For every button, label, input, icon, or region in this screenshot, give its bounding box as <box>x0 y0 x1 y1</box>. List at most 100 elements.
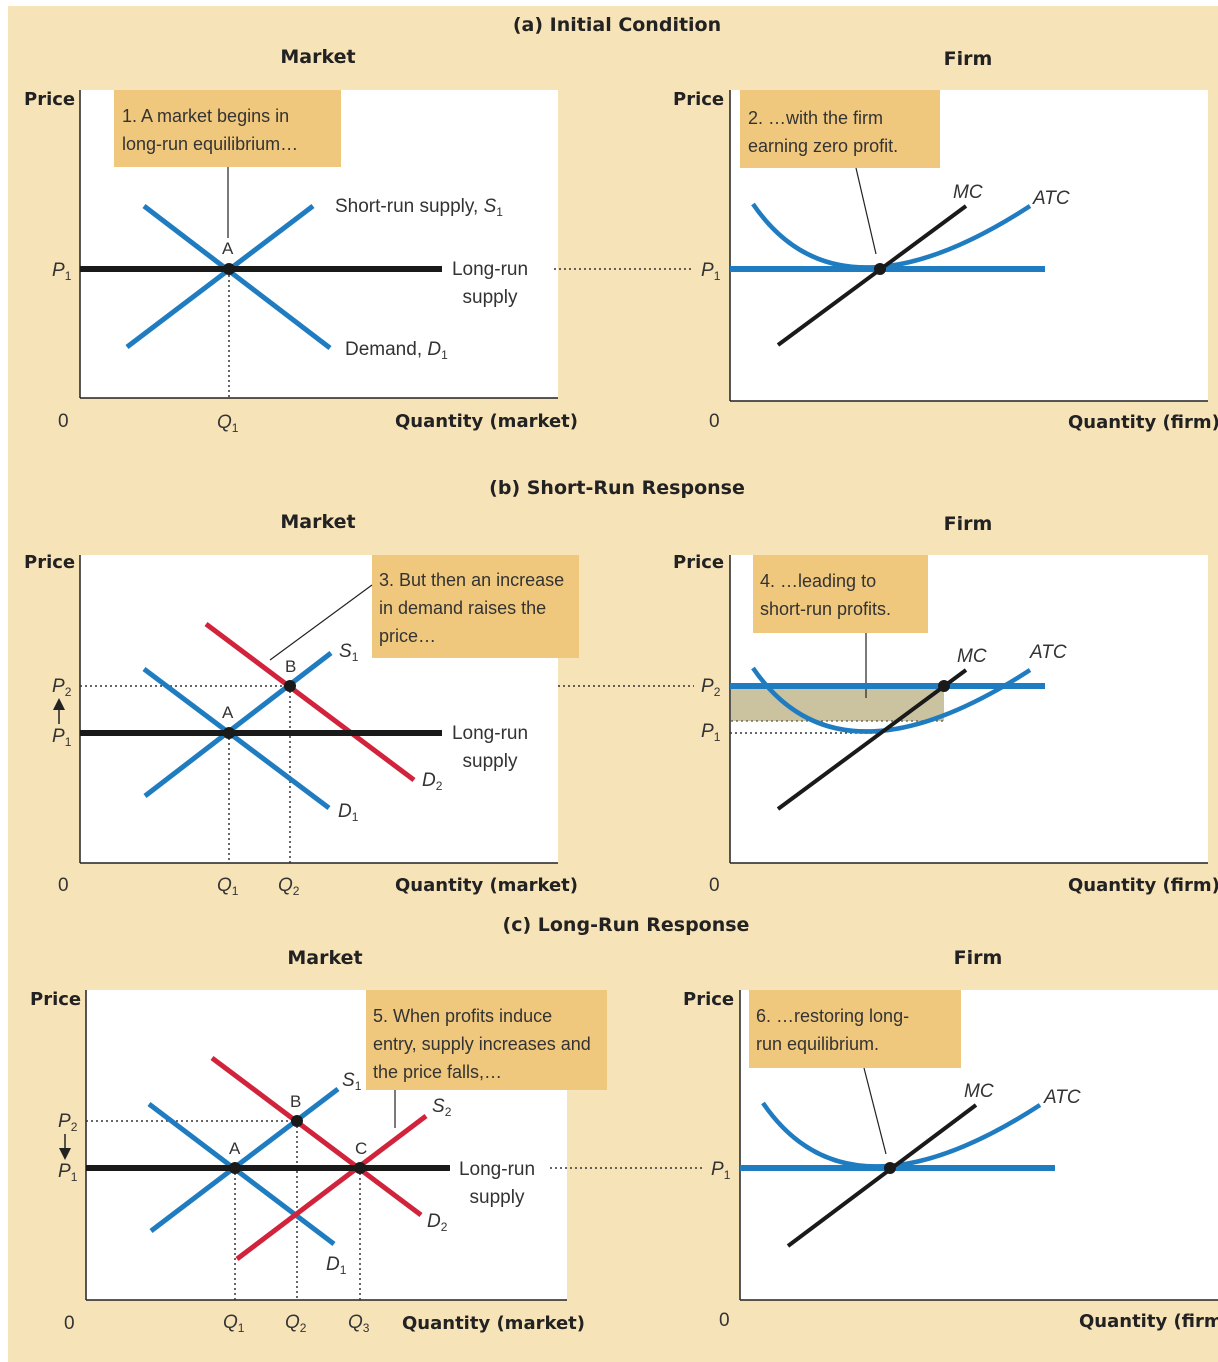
s1-subscript: 1 <box>355 1079 362 1093</box>
callout-box <box>114 90 341 167</box>
d2-label: D2 <box>427 1211 448 1234</box>
mc-price-intersection <box>938 680 950 692</box>
q1-subscript: 1 <box>238 1321 245 1335</box>
d1-subscript: 1 <box>352 810 359 824</box>
panel-b: (b) Short-Run Response Market Price 0 Qu… <box>24 477 1218 898</box>
panel-b-title: (b) Short-Run Response <box>489 477 745 499</box>
panel-a-market: Market Price 0 Quantity (market) 1. A ma… <box>24 46 578 435</box>
s1-letter: S <box>339 641 352 662</box>
lr-supply-label-1: Long-run <box>452 723 528 744</box>
d1-letter: D <box>326 1254 340 1275</box>
d2-subscript: 2 <box>436 779 443 793</box>
quantity-axis-label: Quantity (firm) <box>1068 875 1218 896</box>
point-c-marker <box>354 1162 366 1174</box>
price-axis-label: Price <box>673 552 724 573</box>
p2-label: P2 <box>52 676 72 699</box>
p1-label: P1 <box>52 726 72 749</box>
callout-pointer <box>855 167 877 255</box>
p1-letter: P <box>52 726 65 747</box>
point-a-label: A <box>222 239 234 258</box>
p2-letter: P <box>52 676 65 697</box>
p2-letter: P <box>58 1111 71 1132</box>
p2-subscript: 2 <box>714 685 721 699</box>
panel-b-firm: Firm Price 0 Quantity (firm) 4. …leading… <box>673 513 1218 896</box>
mc-label: MC <box>957 646 987 667</box>
atc-label: ATC <box>1029 642 1067 663</box>
price-axis-label: Price <box>30 989 81 1010</box>
equilibrium-point-a <box>223 263 235 275</box>
s2-letter: S <box>432 1096 445 1117</box>
q2-label: Q2 <box>278 875 300 898</box>
origin-label: 0 <box>709 875 720 896</box>
origin-label: 0 <box>58 411 69 432</box>
p1-label: P1 <box>701 260 721 283</box>
point-a-marker <box>229 1162 241 1174</box>
profit-area <box>731 686 944 721</box>
callout-line-1: 1. A market begins in <box>122 106 289 126</box>
callout-box <box>372 555 579 658</box>
lr-supply-label-2: supply <box>463 287 518 308</box>
callout-line-2: entry, supply increases and <box>373 1034 591 1054</box>
callout-line-1: 2. …with the firm <box>748 108 883 128</box>
callout-pointer <box>863 1067 887 1155</box>
origin-label: 0 <box>58 875 69 896</box>
panel-b-market-heading: Market <box>280 511 355 533</box>
callout-line-3: the price falls,… <box>373 1062 502 1082</box>
point-a-label: A <box>229 1139 241 1158</box>
point-a-label: A <box>222 703 234 722</box>
p1-subscript: 1 <box>714 269 721 283</box>
price-axis-label: Price <box>24 552 75 573</box>
p2-label: P2 <box>58 1111 78 1134</box>
panel-c-firm-heading: Firm <box>954 947 1003 969</box>
supply-s2-line <box>235 1114 428 1261</box>
callout-line-2: in demand raises the <box>379 598 546 618</box>
point-b-label: B <box>285 657 296 676</box>
callout-box <box>740 90 940 168</box>
d1-label: D1 <box>326 1254 347 1277</box>
mc-curve <box>776 668 968 811</box>
lr-supply-label-1: Long-run <box>452 259 528 280</box>
supply-label-subscript: 1 <box>496 205 503 219</box>
mc-label: MC <box>953 182 983 203</box>
q3-letter: Q <box>348 1312 363 1333</box>
supply-label-letter: S <box>484 196 497 217</box>
p1-subscript: 1 <box>71 1170 78 1184</box>
point-b-marker <box>291 1115 303 1127</box>
quantity-axis-label: Quantity (market) <box>402 1313 585 1334</box>
s1-label: S1 <box>342 1070 362 1093</box>
atc-curve <box>751 666 1032 734</box>
mc-curve <box>776 204 968 347</box>
p1-label: P1 <box>711 1159 731 1182</box>
q1-letter: Q <box>217 412 232 433</box>
atc-label: ATC <box>1043 1087 1081 1108</box>
callout-box <box>749 990 961 1068</box>
demand-d1-line <box>142 667 331 810</box>
callout-pointer <box>269 584 373 661</box>
demand-d1-line <box>147 1102 336 1246</box>
q1-label: Q1 <box>217 875 239 898</box>
q1-subscript: 1 <box>232 421 239 435</box>
panel-b-market: Market Price 0 Quantity (market) 3. But … <box>24 511 579 898</box>
panel-a-firm-heading: Firm <box>944 48 993 70</box>
price-axis-label: Price <box>673 89 724 110</box>
price-axis-label: Price <box>683 989 734 1010</box>
callout-line-1: 6. …restoring long- <box>756 1006 909 1026</box>
panel-c-market-heading: Market <box>287 947 362 969</box>
callout-line-2: short-run profits. <box>760 599 891 619</box>
panel-a-market-heading: Market <box>280 46 355 68</box>
q1-letter: Q <box>217 875 232 896</box>
demand-label-subscript: 1 <box>441 348 448 362</box>
callout-line-1: 5. When profits induce <box>373 1006 552 1026</box>
q1-label: Q1 <box>217 412 239 435</box>
s1-label: S1 <box>339 641 359 664</box>
supply-s1-line <box>149 1087 340 1233</box>
panel-c-market: Market Price 0 Quantity (market) 5. When… <box>30 947 607 1335</box>
supply-s1-line <box>143 651 333 798</box>
p1-subscript: 1 <box>65 269 72 283</box>
atc-label: ATC <box>1032 188 1070 209</box>
callout-line-2: earning zero profit. <box>748 136 898 156</box>
p1-label: P1 <box>58 1161 78 1184</box>
demand-label-letter: D <box>427 339 441 360</box>
